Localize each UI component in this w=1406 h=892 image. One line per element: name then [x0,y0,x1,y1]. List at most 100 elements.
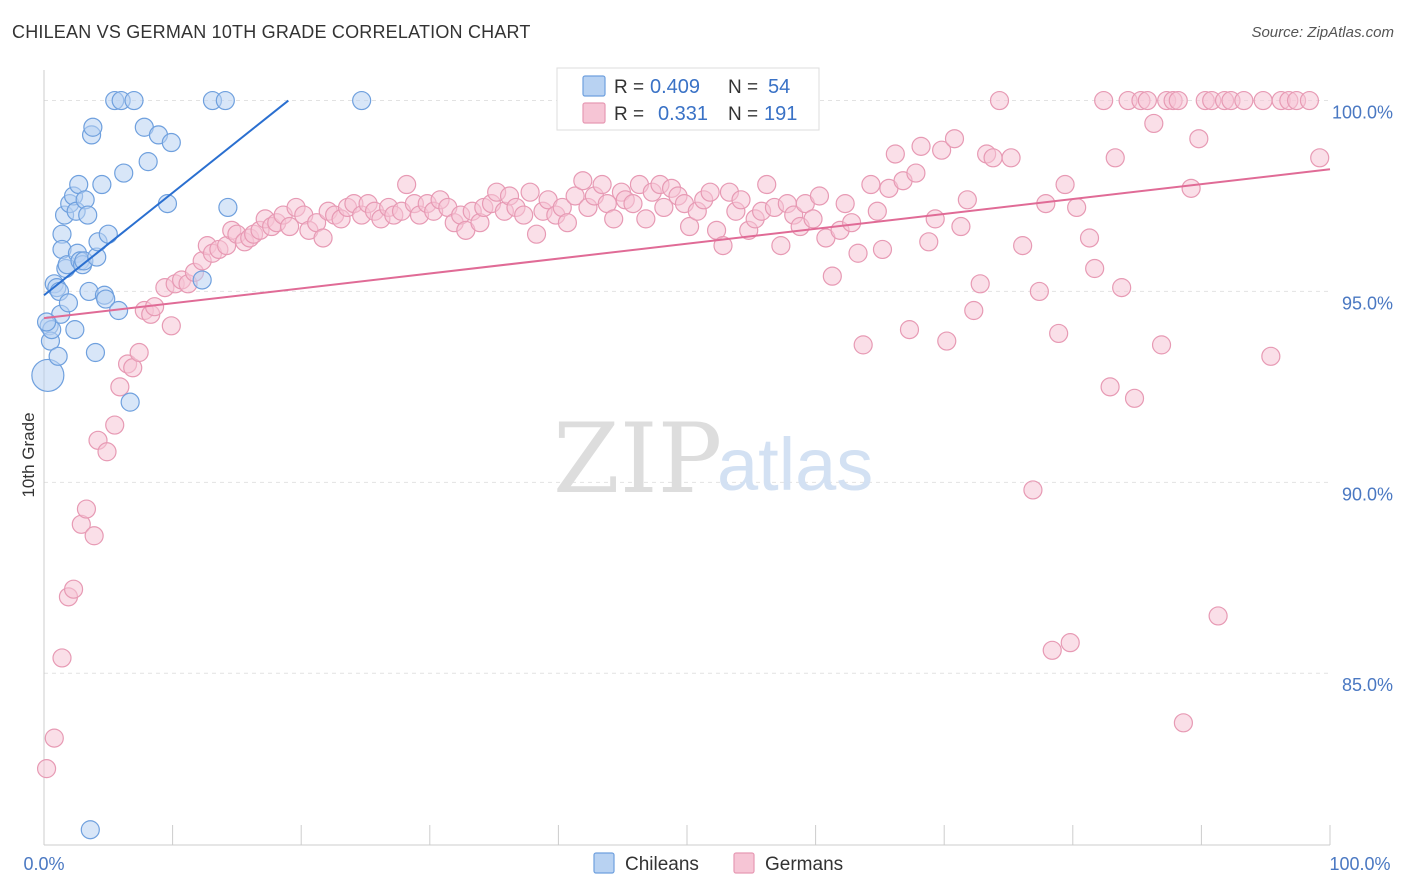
point-germans [76,499,97,519]
point-germans [161,316,181,336]
point-germans [951,216,971,237]
point-germans [573,171,593,191]
point-germans [604,209,624,229]
point-germans [1310,148,1330,168]
point-germans [654,197,674,218]
point-germans [1049,323,1069,344]
point-germans [932,140,952,160]
point-germans [557,213,578,233]
y-tick-labels: 85.0% 90.0% 95.0% 100.0% [1332,103,1393,696]
point-germans [1124,388,1145,408]
point-germans [1023,480,1043,500]
point-chileans [192,270,212,290]
legend-swatch-chileans [593,852,615,874]
source-label: Source: ZipAtlas.com [1251,24,1394,41]
point-chileans [114,163,134,183]
point-chileans [85,342,106,363]
point-germans [983,148,1003,168]
point-chileans [83,117,103,137]
point-germans [964,300,984,321]
watermark: ZIP atlas [553,403,873,515]
y-tick-label: 85.0% [1342,675,1393,695]
stats-n-label-germans: N = [728,104,758,125]
point-germans [906,163,926,183]
point-chileans [58,293,79,313]
point-germans [835,194,855,214]
grid-lines [44,100,1330,674]
point-germans [1151,335,1172,355]
trend-lines [43,99,1331,320]
x-tick-label-max: 100.0% [1329,854,1390,874]
stats-r-value-germans: 0.331 [658,103,708,125]
y-axis-title: 10th Grade [19,412,38,497]
point-germans [97,442,117,462]
point-germans [36,759,57,779]
point-germans [848,243,868,263]
point-germans [1168,90,1188,111]
stats-swatch-chileans [582,75,606,97]
stats-r-value-chileans: 0.409 [650,76,700,98]
point-germans [872,239,893,260]
point-germans [565,186,585,206]
point-germans [84,526,104,546]
point-germans [520,182,540,202]
point-chileans [78,205,98,225]
point-chileans [124,90,144,111]
point-germans [1299,90,1320,111]
point-germans [1137,90,1157,111]
legend-label-germans: Germans [765,854,843,875]
point-germans [842,213,862,233]
chart-title: CHILEAN VS GERMAN 10TH GRADE CORRELATION… [12,22,531,42]
legend: Chileans Germans [593,852,843,875]
stats-n-label-chileans: N = [728,77,758,98]
point-germans [1079,228,1100,248]
point-chileans [98,224,118,244]
x-axis-ticks [172,825,1331,845]
point-germans [1055,174,1075,195]
point-germans [1261,346,1281,366]
point-germans [514,205,534,225]
point-germans [1208,606,1228,626]
y-tick-label: 100.0% [1332,103,1393,123]
point-germans [1234,90,1254,111]
point-germans [105,415,125,435]
trend-line-germans [43,168,1331,320]
point-chileans [218,197,238,218]
point-chileans [120,392,140,412]
watermark-atlas: atlas [717,423,873,506]
point-chileans [215,90,235,111]
y-tick-label: 95.0% [1342,293,1393,313]
point-germans [944,129,965,149]
legend-swatch-germans [733,852,755,874]
series-germans-points [36,90,1330,779]
point-germans [1042,640,1062,660]
point-germans [911,136,931,156]
point-germans [885,144,905,164]
point-chileans [80,820,100,840]
point-germans [1085,258,1105,279]
point-chileans [161,132,181,153]
point-germans [1094,90,1114,111]
point-germans [925,209,945,229]
point-germans [853,335,873,355]
point-germans [713,236,733,256]
point-germans [861,174,881,195]
point-chileans [138,152,158,172]
point-germans [636,209,656,229]
point-germans [919,232,939,252]
point-germans [1029,281,1049,302]
point-chileans [96,289,116,309]
point-chileans [31,358,65,393]
point-chileans [36,312,57,332]
watermark-zip: ZIP [553,403,722,515]
stats-box: R = 0.409 N = 54 R = 0.331 N = 191 [556,67,820,131]
point-germans [1001,148,1021,168]
point-germans [129,342,149,363]
point-germans [937,331,957,351]
point-germans [280,216,300,237]
point-germans [1173,713,1193,733]
point-germans [1189,129,1209,149]
point-germans [63,579,84,599]
trend-line-chileans [43,99,289,297]
